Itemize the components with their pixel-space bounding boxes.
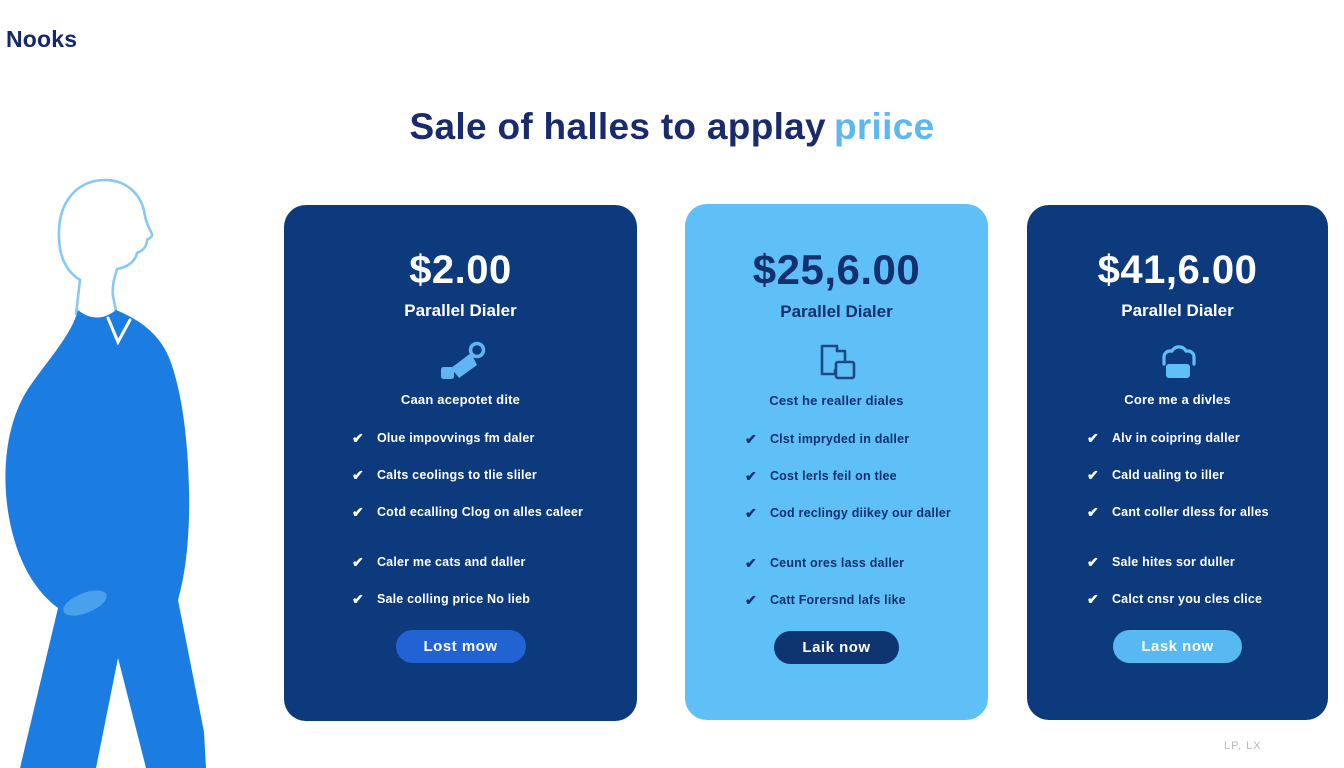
check-icon: ✔ xyxy=(745,468,757,485)
check-icon: ✔ xyxy=(745,592,757,609)
page-title-main: Sale of halles to applay xyxy=(409,106,826,147)
check-icon: ✔ xyxy=(1087,591,1099,607)
check-icon: ✔ xyxy=(1087,430,1099,446)
feature-item: ✔ Calct cnsr you cles clice xyxy=(1087,592,1320,606)
price: $25,6.00 xyxy=(752,246,921,293)
logo: Nooks xyxy=(6,26,78,52)
pricing-card-3: $41,6.00 Parallel Dialer Core me a divle… xyxy=(1027,205,1328,720)
check-icon: ✔ xyxy=(745,505,757,522)
feature-item: ✔ Catt Forersnd lafs like xyxy=(745,593,980,607)
check-icon: ✔ xyxy=(352,467,364,483)
check-icon: ✔ xyxy=(352,591,364,607)
feature-text: Clst impryded in daller xyxy=(769,432,910,447)
cta-button-1[interactable]: Lost mow xyxy=(395,630,526,663)
feature-text: Cod reclingy diikey our daller xyxy=(769,506,951,521)
feature-text: Calts ceolings to tlie sliler xyxy=(376,468,537,482)
check-icon: ✔ xyxy=(1087,554,1099,570)
copy-squares-icon xyxy=(685,338,988,388)
feature-text: Sale colling price No lieb xyxy=(376,592,531,606)
check-icon: ✔ xyxy=(1087,504,1099,520)
check-icon: ✔ xyxy=(745,555,757,572)
feature-text: Olue impovvings fm daler xyxy=(376,431,535,445)
feature-text: Caler me cats and daller xyxy=(376,555,526,569)
feature-item: ✔ Ceunt ores lass daller xyxy=(745,556,980,570)
head-outline xyxy=(57,178,154,298)
feature-item: ✔ Clst impryded in daller xyxy=(745,432,980,446)
check-icon: ✔ xyxy=(352,504,364,520)
feature-item: ✔ Caler me cats and daller xyxy=(352,555,629,569)
feature-text: Cost lerls feil on tlee xyxy=(769,469,897,484)
feature-item: ✔ Sale hites sor duller xyxy=(1087,555,1320,569)
plan-name: Parallel Dialer xyxy=(404,301,517,320)
feature-text: Catt Forersnd lafs like xyxy=(769,593,906,608)
hand-highlight xyxy=(63,590,107,616)
plan-name: Parallel Dialer xyxy=(780,302,893,322)
check-icon: ✔ xyxy=(352,430,364,446)
check-icon: ✔ xyxy=(352,554,364,570)
plan-name: Parallel Dialer xyxy=(1121,301,1234,320)
plan-caption: Core me a divles xyxy=(1124,392,1231,407)
collar-line xyxy=(106,316,132,346)
feature-text: Cotd ecalling Clog on alles caleer xyxy=(376,505,584,519)
feature-text: Sale hites sor duller xyxy=(1111,555,1235,569)
feature-text: Cald ualing to iller xyxy=(1111,468,1225,482)
feature-list: ✔ Clst impryded in daller ✔ Cost lerls fei… xyxy=(685,432,988,607)
feature-text: Alv in coipring daller xyxy=(1111,431,1240,445)
plan-caption: Caan acepotet dite xyxy=(400,392,521,407)
feature-item: ✔ Cost lerls feil on tlee xyxy=(745,469,980,483)
megaphone-icon xyxy=(284,337,637,387)
footnote: LP, LX xyxy=(1224,740,1262,752)
pricing-card-1: $2.00 Parallel Dialer Caan acepotet dite… xyxy=(284,205,637,721)
feature-item: ✔ Cald ualing to iller xyxy=(1087,468,1320,482)
page-title-accent: priice xyxy=(833,106,935,147)
walking-person-illustration xyxy=(5,178,206,768)
feature-text: Cant coller dless for alles xyxy=(1111,505,1269,519)
feature-text: Ceunt ores lass daller xyxy=(769,556,905,571)
pricing-card-2: $25,6.00 Parallel Dialer Cest he realler… xyxy=(685,204,988,720)
feature-list: ✔ Olue impovvings fm daler ✔ Calts ceoling… xyxy=(284,431,637,606)
feature-list: ✔ Alv in coipring daller ✔ Cald ualing to … xyxy=(1027,431,1328,606)
body-silhouette xyxy=(5,310,206,768)
price: $2.00 xyxy=(409,248,512,292)
feature-item: ✔ Olue impovvings fm daler xyxy=(352,431,629,445)
feature-item: ✔ Sale colling price No lieb xyxy=(352,592,629,606)
feature-text: Calct cnsr you cles clice xyxy=(1111,592,1263,606)
feature-item: ✔ Cotd ecalling Clog on alles caleer xyxy=(352,505,629,519)
feature-item: ✔ Alv in coipring daller xyxy=(1087,431,1320,445)
price: $41,6.00 xyxy=(1097,248,1258,292)
cta-button-3[interactable]: Lask now xyxy=(1113,630,1242,663)
printer-icon xyxy=(1027,337,1328,387)
page-title: Sale of halles to applay priice xyxy=(0,106,1344,148)
feature-item: ✔ Cod reclingy diikey our daller xyxy=(745,506,980,520)
cta-button-2[interactable]: Laik now xyxy=(774,631,899,665)
check-icon: ✔ xyxy=(745,431,757,448)
check-icon: ✔ xyxy=(1087,467,1099,483)
plan-caption: Cest he realler diales xyxy=(769,393,904,409)
feature-item: ✔ Calts ceolings to tlie sliler xyxy=(352,468,629,482)
feature-item: ✔ Cant coller dless for alles xyxy=(1087,505,1320,519)
